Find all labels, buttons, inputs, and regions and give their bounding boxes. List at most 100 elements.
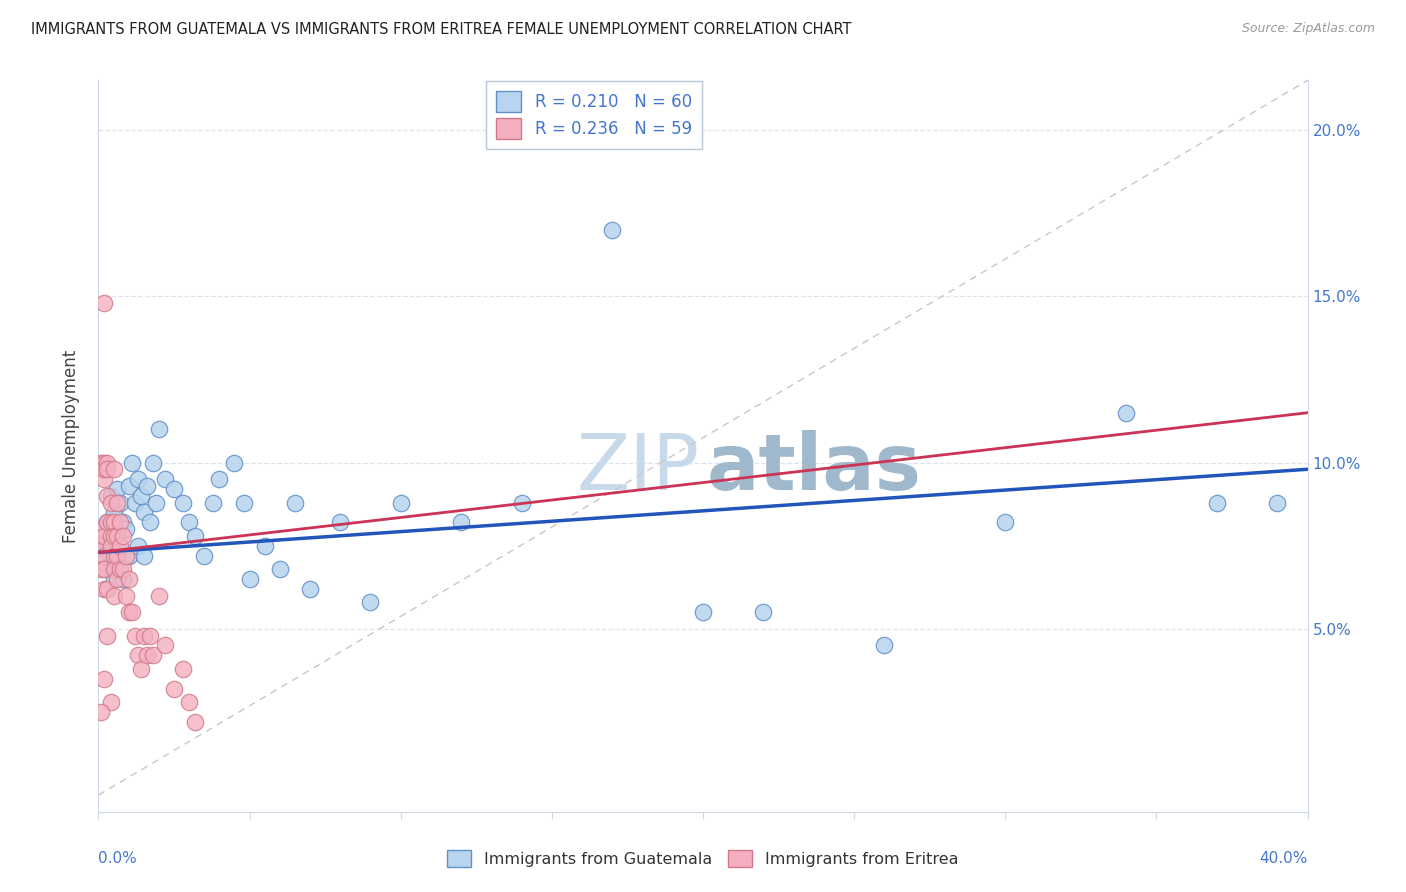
Point — [93, 522, 115, 536]
Point — [100, 695, 122, 709]
Point — [139, 628, 162, 642]
Point — [90, 522, 112, 536]
Point — [129, 662, 152, 676]
Point — [105, 549, 128, 563]
Point — [184, 714, 207, 729]
Point — [208, 472, 231, 486]
Point — [127, 539, 149, 553]
Point — [103, 549, 125, 563]
Point — [602, 223, 624, 237]
Point — [96, 462, 118, 476]
Point — [153, 639, 176, 653]
Point — [179, 695, 201, 709]
Point — [360, 595, 382, 609]
Point — [105, 495, 128, 509]
Point — [90, 456, 112, 470]
Point — [148, 589, 170, 603]
Point — [108, 539, 131, 553]
Point — [202, 495, 225, 509]
Point — [132, 506, 155, 520]
Point — [96, 582, 118, 596]
Point — [118, 572, 141, 586]
Point — [1267, 495, 1289, 509]
Point — [172, 662, 194, 676]
Point — [105, 572, 128, 586]
Point — [96, 456, 118, 470]
Point — [96, 562, 118, 576]
Text: 40.0%: 40.0% — [1260, 851, 1308, 865]
Point — [93, 529, 115, 543]
Point — [103, 562, 125, 576]
Point — [103, 529, 125, 543]
Point — [124, 495, 146, 509]
Point — [108, 516, 131, 530]
Point — [96, 516, 118, 530]
Point — [100, 495, 122, 509]
Point — [103, 516, 125, 530]
Point — [108, 562, 131, 576]
Point — [114, 522, 136, 536]
Point — [239, 572, 262, 586]
Point — [692, 605, 714, 619]
Text: atlas: atlas — [707, 430, 921, 506]
Point — [103, 462, 125, 476]
Point — [90, 562, 112, 576]
Point — [100, 516, 122, 530]
Point — [100, 539, 122, 553]
Point — [105, 529, 128, 543]
Point — [124, 628, 146, 642]
Point — [193, 549, 215, 563]
Point — [142, 456, 165, 470]
Point — [145, 495, 167, 509]
Point — [100, 489, 122, 503]
Point — [118, 605, 141, 619]
Point — [284, 495, 307, 509]
Point — [96, 489, 118, 503]
Point — [103, 506, 125, 520]
Point — [172, 495, 194, 509]
Point — [121, 456, 143, 470]
Point — [93, 582, 115, 596]
Point — [93, 462, 115, 476]
Point — [114, 589, 136, 603]
Point — [224, 456, 246, 470]
Point — [329, 516, 352, 530]
Point — [450, 516, 472, 530]
Point — [510, 495, 533, 509]
Point — [163, 681, 186, 696]
Point — [105, 482, 128, 496]
Point — [114, 549, 136, 563]
Point — [994, 516, 1017, 530]
Point — [127, 648, 149, 663]
Point — [93, 462, 115, 476]
Point — [96, 516, 118, 530]
Point — [299, 582, 322, 596]
Point — [93, 549, 115, 563]
Point — [253, 539, 276, 553]
Point — [135, 648, 157, 663]
Point — [90, 539, 112, 553]
Point — [93, 672, 115, 686]
Point — [103, 529, 125, 543]
Point — [389, 495, 412, 509]
Point — [232, 495, 254, 509]
Point — [93, 562, 115, 576]
Y-axis label: Female Unemployment: Female Unemployment — [62, 350, 80, 542]
Point — [179, 516, 201, 530]
Point — [873, 639, 896, 653]
Point — [153, 472, 176, 486]
Point — [132, 549, 155, 563]
Point — [127, 472, 149, 486]
Point — [132, 628, 155, 642]
Point — [100, 549, 122, 563]
Point — [1206, 495, 1229, 509]
Point — [118, 479, 141, 493]
Point — [148, 422, 170, 436]
Point — [96, 628, 118, 642]
Point — [90, 539, 112, 553]
Point — [142, 648, 165, 663]
Text: Source: ZipAtlas.com: Source: ZipAtlas.com — [1241, 22, 1375, 36]
Point — [93, 456, 115, 470]
Point — [105, 555, 128, 569]
Point — [135, 479, 157, 493]
